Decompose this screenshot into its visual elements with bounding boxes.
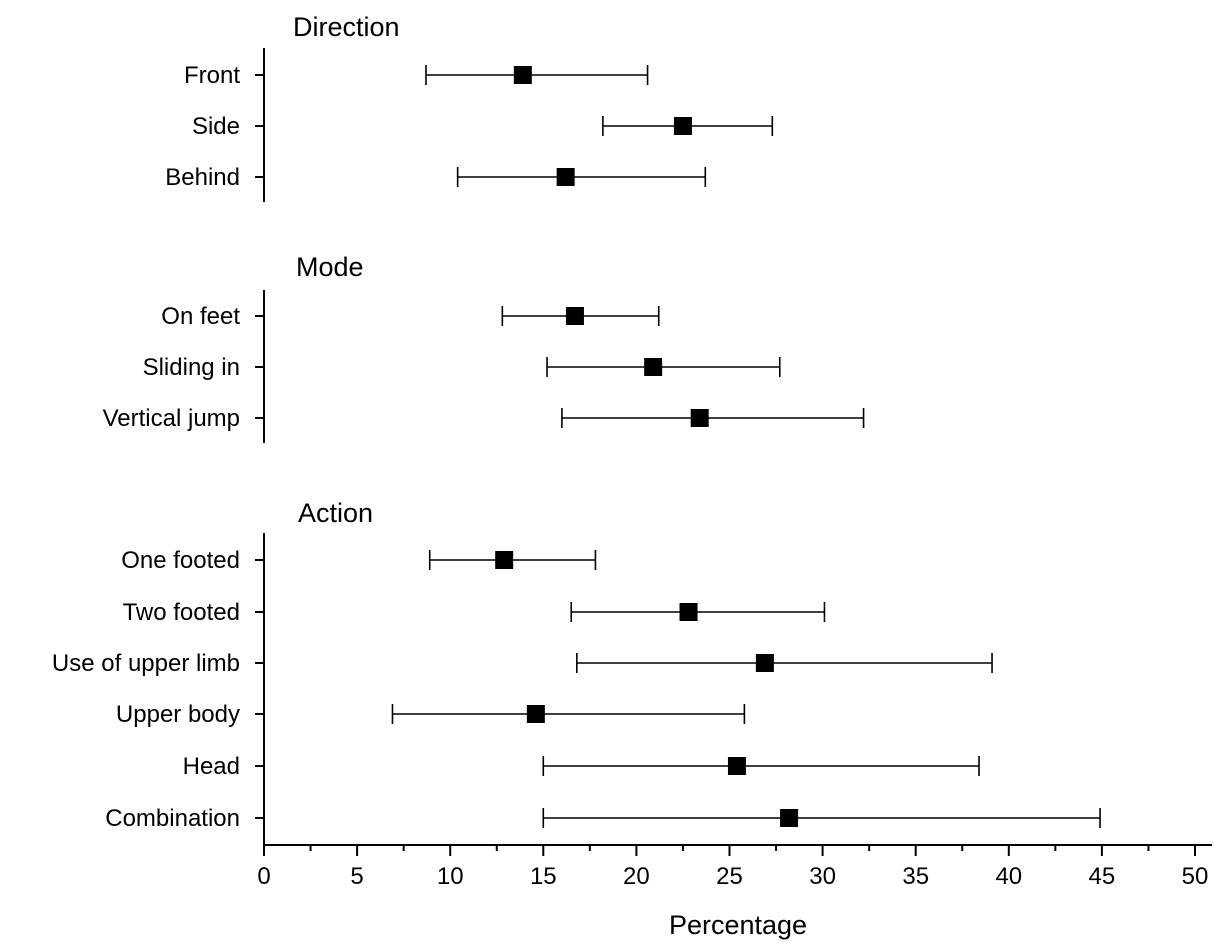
x-tick-label: 25 <box>716 863 743 890</box>
category-label: Combination <box>105 805 240 832</box>
x-axis-label: Percentage <box>669 910 807 940</box>
group-title: Action <box>298 498 373 528</box>
row-use-of-upper-limb: Use of upper limb <box>52 650 993 677</box>
point-estimate <box>526 705 545 723</box>
groups-layer: Direction Front Side Behind Mode On feet Slidi… <box>52 12 1101 845</box>
point-estimate <box>495 551 514 569</box>
row-behind: Behind <box>165 164 707 191</box>
row-on-feet: On feet <box>161 303 660 330</box>
point-estimate <box>644 358 663 376</box>
x-tick-label: 10 <box>437 863 464 890</box>
group-mode: Mode On feet Sliding in Vertical jump <box>103 252 865 443</box>
point-estimate <box>556 168 575 186</box>
point-estimate <box>780 809 799 827</box>
x-tick-label: 30 <box>809 863 836 890</box>
x-ticks: 0 5 10 15 20 25 30 35 40 45 50 <box>257 845 1208 890</box>
category-label: Upper body <box>116 701 240 728</box>
category-label: Head <box>183 753 240 780</box>
category-label: On feet <box>161 303 240 330</box>
x-axis: 0 5 10 15 20 25 30 35 40 45 50 Percentage <box>257 844 1212 940</box>
group-title: Mode <box>296 252 364 282</box>
category-label: Behind <box>165 164 240 191</box>
x-tick-label: 5 <box>350 863 363 890</box>
row-one-footed: One footed <box>121 547 597 574</box>
row-front: Front <box>184 62 649 89</box>
point-estimate <box>513 66 532 84</box>
point-estimate <box>727 757 746 775</box>
row-upper-body: Upper body <box>116 701 746 728</box>
point-estimate <box>690 409 709 427</box>
row-two-footed: Two footed <box>123 599 826 626</box>
group-direction: Direction Front Side Behind <box>165 12 774 202</box>
x-tick-label: 20 <box>623 863 650 890</box>
point-estimate <box>755 654 774 672</box>
point-estimate <box>673 117 692 135</box>
x-tick-label: 0 <box>257 863 270 890</box>
row-vertical-jump: Vertical jump <box>103 405 865 432</box>
row-head: Head <box>183 753 980 780</box>
x-tick-label: 35 <box>902 863 929 890</box>
point-estimate <box>679 603 698 621</box>
row-side: Side <box>192 113 774 140</box>
row-combination: Combination <box>105 805 1101 832</box>
x-tick-label: 45 <box>1089 863 1116 890</box>
x-tick-label: 40 <box>995 863 1022 890</box>
category-label: Vertical jump <box>103 405 240 432</box>
x-tick-label: 15 <box>530 863 557 890</box>
category-label: Front <box>184 62 240 89</box>
point-estimate <box>565 307 584 325</box>
category-label: Sliding in <box>143 354 240 381</box>
category-label: Side <box>192 113 240 140</box>
category-label: One footed <box>121 547 240 574</box>
row-sliding-in: Sliding in <box>143 354 781 381</box>
group-action: Action One footed Two footed Use of upper l… <box>52 498 1101 845</box>
category-label: Use of upper limb <box>52 650 240 677</box>
category-label: Two footed <box>123 599 240 626</box>
x-tick-label: 50 <box>1182 863 1209 890</box>
group-title: Direction <box>293 12 400 42</box>
